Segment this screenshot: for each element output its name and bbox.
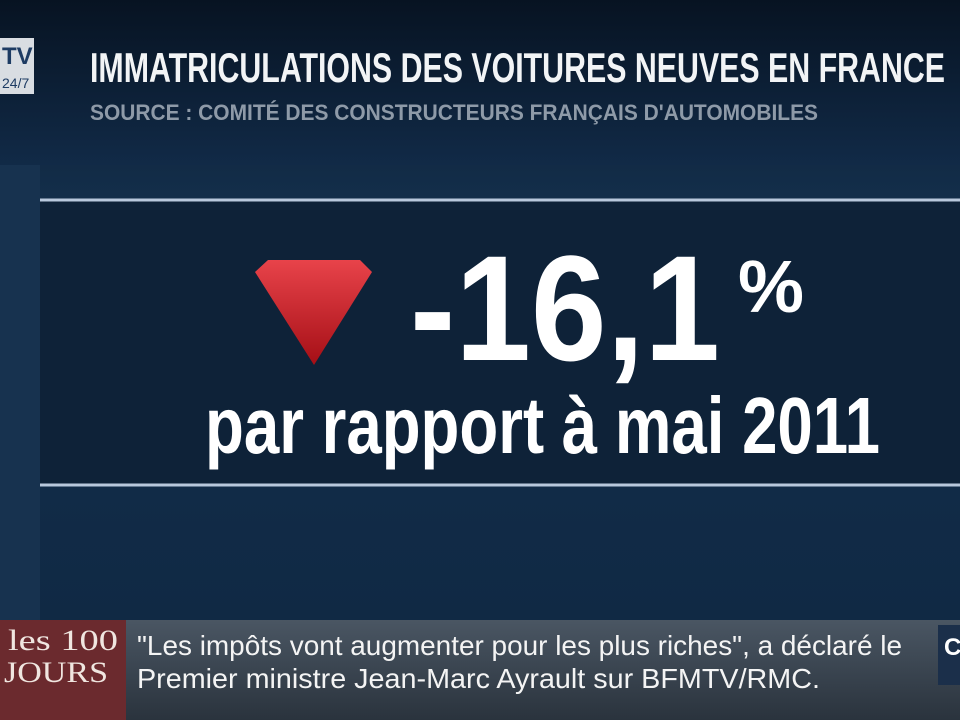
logo-text: 24/7 xyxy=(2,75,29,91)
badge-text: JOURS xyxy=(4,656,108,689)
side-strip xyxy=(0,165,40,620)
header-band xyxy=(0,0,960,165)
logo-box xyxy=(0,38,34,94)
badge-text: les 100 xyxy=(8,624,118,657)
title: IMMATRICULATIONS DES VOITURES NEUVES EN … xyxy=(90,44,945,91)
down-arrow xyxy=(255,260,372,365)
caption: par rapport à mai 2011 xyxy=(205,381,880,470)
source: SOURCE : COMITÉ DES CONSTRUCTEURS FRANÇA… xyxy=(90,100,818,125)
corner-text: C xyxy=(944,634,960,661)
ticker-line: Premier ministre Jean-Marc Ayrault sur B… xyxy=(137,663,820,694)
ticker-band xyxy=(0,620,960,720)
corner-logo xyxy=(938,625,960,685)
big-value: -16,1 xyxy=(410,224,720,392)
unit: % xyxy=(738,245,804,328)
ticker-badge xyxy=(0,620,126,720)
logo-text: TV xyxy=(2,43,33,70)
ticker-line: "Les impôts vont augmenter pour les plus… xyxy=(137,630,902,661)
figure-panel xyxy=(40,200,960,485)
